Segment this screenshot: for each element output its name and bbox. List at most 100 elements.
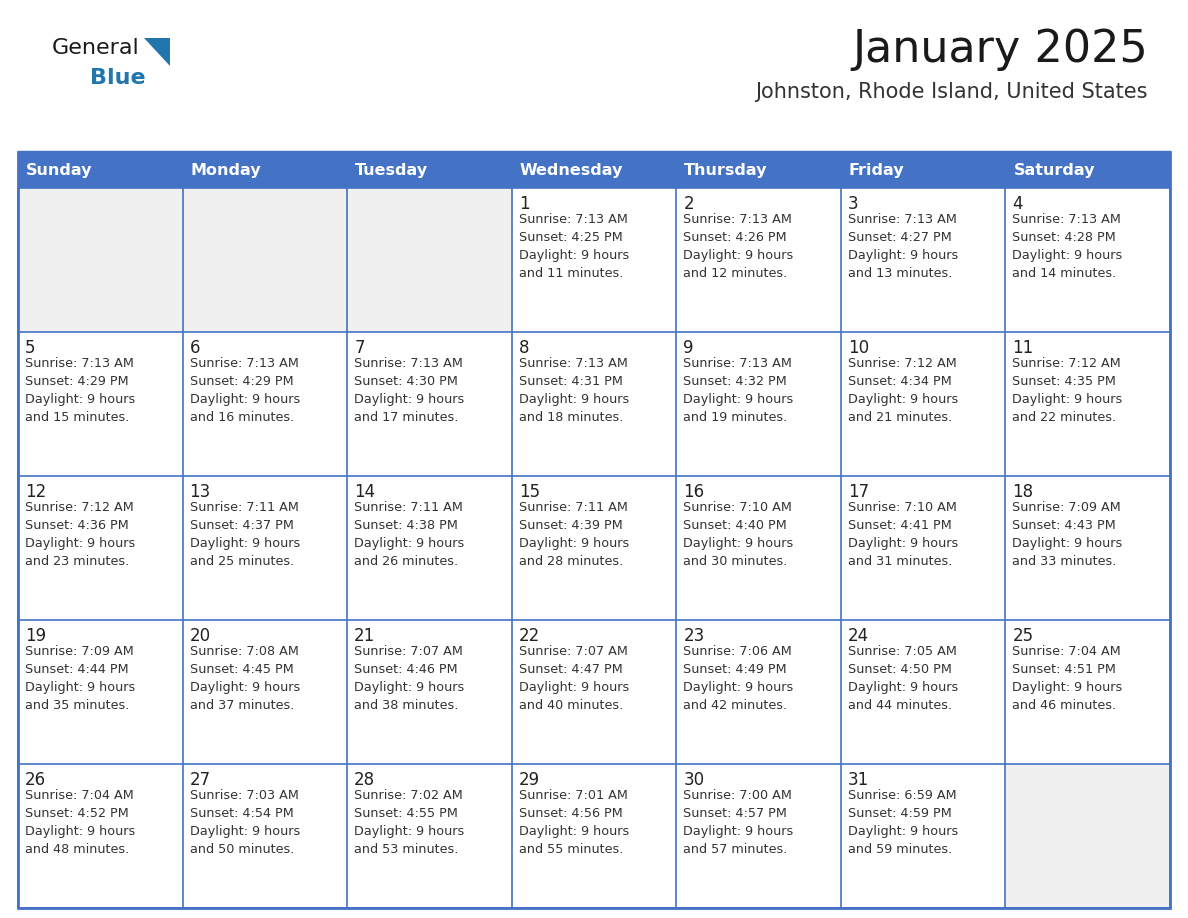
Text: Saturday: Saturday xyxy=(1013,162,1095,177)
Text: Sunset: 4:46 PM: Sunset: 4:46 PM xyxy=(354,663,457,676)
Text: and 42 minutes.: and 42 minutes. xyxy=(683,699,788,712)
Text: Sunrise: 7:02 AM: Sunrise: 7:02 AM xyxy=(354,789,463,802)
Text: Sunday: Sunday xyxy=(26,162,93,177)
Text: Daylight: 9 hours: Daylight: 9 hours xyxy=(25,681,135,694)
Text: and 30 minutes.: and 30 minutes. xyxy=(683,555,788,568)
Bar xyxy=(512,764,676,908)
Text: Daylight: 9 hours: Daylight: 9 hours xyxy=(25,537,135,550)
Text: Sunset: 4:36 PM: Sunset: 4:36 PM xyxy=(25,519,128,532)
Text: Sunset: 4:28 PM: Sunset: 4:28 PM xyxy=(1012,231,1117,244)
Text: and 19 minutes.: and 19 minutes. xyxy=(683,411,788,424)
Bar xyxy=(1005,188,1170,332)
Bar xyxy=(183,764,347,908)
Text: Daylight: 9 hours: Daylight: 9 hours xyxy=(519,825,628,838)
Text: and 35 minutes.: and 35 minutes. xyxy=(25,699,129,712)
Text: Sunrise: 7:10 AM: Sunrise: 7:10 AM xyxy=(848,501,956,514)
Text: Daylight: 9 hours: Daylight: 9 hours xyxy=(519,537,628,550)
Text: Sunset: 4:37 PM: Sunset: 4:37 PM xyxy=(190,519,293,532)
Text: and 48 minutes.: and 48 minutes. xyxy=(25,843,129,856)
Bar xyxy=(18,620,183,764)
Bar xyxy=(512,476,676,620)
Text: and 16 minutes.: and 16 minutes. xyxy=(190,411,293,424)
Text: and 21 minutes.: and 21 minutes. xyxy=(848,411,952,424)
Bar xyxy=(841,764,1005,908)
Text: Sunset: 4:32 PM: Sunset: 4:32 PM xyxy=(683,375,786,388)
Bar xyxy=(841,620,1005,764)
Text: 4: 4 xyxy=(1012,195,1023,213)
Text: Daylight: 9 hours: Daylight: 9 hours xyxy=(519,681,628,694)
Text: and 28 minutes.: and 28 minutes. xyxy=(519,555,623,568)
Text: Sunrise: 6:59 AM: Sunrise: 6:59 AM xyxy=(848,789,956,802)
Bar xyxy=(347,188,512,332)
Bar xyxy=(18,332,183,476)
Bar xyxy=(512,188,676,332)
Text: Daylight: 9 hours: Daylight: 9 hours xyxy=(519,249,628,262)
Text: and 59 minutes.: and 59 minutes. xyxy=(848,843,952,856)
Text: Sunset: 4:44 PM: Sunset: 4:44 PM xyxy=(25,663,128,676)
Text: and 14 minutes.: and 14 minutes. xyxy=(1012,267,1117,280)
Text: Sunrise: 7:07 AM: Sunrise: 7:07 AM xyxy=(519,645,627,658)
Text: Sunrise: 7:03 AM: Sunrise: 7:03 AM xyxy=(190,789,298,802)
Text: 6: 6 xyxy=(190,339,200,357)
Text: 13: 13 xyxy=(190,483,210,501)
Text: Sunset: 4:34 PM: Sunset: 4:34 PM xyxy=(848,375,952,388)
Text: and 46 minutes.: and 46 minutes. xyxy=(1012,699,1117,712)
Text: Daylight: 9 hours: Daylight: 9 hours xyxy=(683,249,794,262)
Bar xyxy=(841,476,1005,620)
Text: Sunset: 4:55 PM: Sunset: 4:55 PM xyxy=(354,807,459,820)
Text: Daylight: 9 hours: Daylight: 9 hours xyxy=(683,681,794,694)
Text: and 57 minutes.: and 57 minutes. xyxy=(683,843,788,856)
Text: Sunrise: 7:07 AM: Sunrise: 7:07 AM xyxy=(354,645,463,658)
Text: Sunset: 4:43 PM: Sunset: 4:43 PM xyxy=(1012,519,1117,532)
Text: Daylight: 9 hours: Daylight: 9 hours xyxy=(354,681,465,694)
Text: General: General xyxy=(52,38,140,58)
Text: Sunset: 4:49 PM: Sunset: 4:49 PM xyxy=(683,663,786,676)
Text: Sunrise: 7:11 AM: Sunrise: 7:11 AM xyxy=(519,501,627,514)
Text: and 13 minutes.: and 13 minutes. xyxy=(848,267,953,280)
Text: 3: 3 xyxy=(848,195,859,213)
Text: and 22 minutes.: and 22 minutes. xyxy=(1012,411,1117,424)
Text: 2: 2 xyxy=(683,195,694,213)
Text: 19: 19 xyxy=(25,627,46,645)
Bar xyxy=(676,764,841,908)
Text: Daylight: 9 hours: Daylight: 9 hours xyxy=(354,825,465,838)
Bar xyxy=(512,332,676,476)
Text: and 26 minutes.: and 26 minutes. xyxy=(354,555,459,568)
Text: and 23 minutes.: and 23 minutes. xyxy=(25,555,129,568)
Text: Sunset: 4:39 PM: Sunset: 4:39 PM xyxy=(519,519,623,532)
Text: Sunset: 4:30 PM: Sunset: 4:30 PM xyxy=(354,375,459,388)
Text: Sunset: 4:35 PM: Sunset: 4:35 PM xyxy=(1012,375,1117,388)
Text: Sunset: 4:57 PM: Sunset: 4:57 PM xyxy=(683,807,788,820)
Text: Daylight: 9 hours: Daylight: 9 hours xyxy=(848,825,958,838)
Text: and 25 minutes.: and 25 minutes. xyxy=(190,555,293,568)
Text: Daylight: 9 hours: Daylight: 9 hours xyxy=(519,393,628,406)
Text: 26: 26 xyxy=(25,771,46,789)
Bar xyxy=(676,476,841,620)
Text: Daylight: 9 hours: Daylight: 9 hours xyxy=(190,393,299,406)
Text: Sunrise: 7:13 AM: Sunrise: 7:13 AM xyxy=(190,357,298,370)
Text: Sunrise: 7:09 AM: Sunrise: 7:09 AM xyxy=(25,645,134,658)
Text: Sunrise: 7:10 AM: Sunrise: 7:10 AM xyxy=(683,501,792,514)
Text: Sunset: 4:59 PM: Sunset: 4:59 PM xyxy=(848,807,952,820)
Text: 25: 25 xyxy=(1012,627,1034,645)
Text: and 40 minutes.: and 40 minutes. xyxy=(519,699,623,712)
Bar xyxy=(183,620,347,764)
Text: Daylight: 9 hours: Daylight: 9 hours xyxy=(1012,537,1123,550)
Text: Sunrise: 7:11 AM: Sunrise: 7:11 AM xyxy=(190,501,298,514)
Text: 5: 5 xyxy=(25,339,36,357)
Text: Sunset: 4:40 PM: Sunset: 4:40 PM xyxy=(683,519,786,532)
Text: Daylight: 9 hours: Daylight: 9 hours xyxy=(848,537,958,550)
Text: Daylight: 9 hours: Daylight: 9 hours xyxy=(190,825,299,838)
Bar xyxy=(676,188,841,332)
Text: 29: 29 xyxy=(519,771,539,789)
Text: and 37 minutes.: and 37 minutes. xyxy=(190,699,293,712)
Text: and 17 minutes.: and 17 minutes. xyxy=(354,411,459,424)
Text: Sunrise: 7:01 AM: Sunrise: 7:01 AM xyxy=(519,789,627,802)
Text: Sunrise: 7:13 AM: Sunrise: 7:13 AM xyxy=(683,213,792,226)
Text: Sunset: 4:31 PM: Sunset: 4:31 PM xyxy=(519,375,623,388)
Text: Wednesday: Wednesday xyxy=(519,162,623,177)
Text: and 55 minutes.: and 55 minutes. xyxy=(519,843,623,856)
Bar xyxy=(841,188,1005,332)
Bar xyxy=(183,476,347,620)
Text: 30: 30 xyxy=(683,771,704,789)
